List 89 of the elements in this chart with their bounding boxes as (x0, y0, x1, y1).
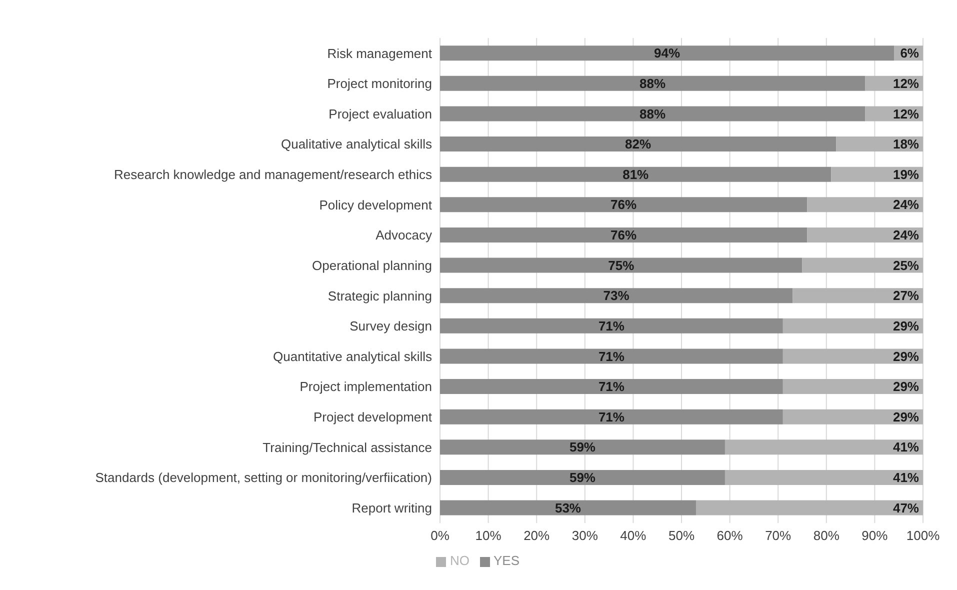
x-tick-label: 40% (620, 528, 647, 544)
y-tick-label: Strategic planning (328, 288, 432, 304)
data-label: 25% (892, 258, 920, 273)
bar (440, 288, 793, 304)
y-tick-label: Project implementation (300, 379, 432, 394)
bar (782, 409, 923, 424)
bar (782, 318, 923, 334)
x-tick-label: 70% (765, 528, 792, 544)
bar (440, 318, 783, 334)
x-tick-label: 60% (716, 528, 744, 544)
x-tick-label: 30% (572, 528, 598, 544)
bar (831, 166, 923, 182)
data-label: 12% (892, 76, 920, 91)
data-label: 71% (598, 318, 625, 334)
y-tick-label: Training/Technical assistance (262, 440, 432, 455)
data-label: 29% (892, 318, 920, 334)
bar (440, 348, 783, 364)
bar (440, 379, 783, 394)
data-label: 71% (598, 409, 625, 424)
data-label: 41% (892, 470, 920, 486)
bar (696, 500, 923, 516)
data-label: 47% (892, 500, 920, 516)
y-tick-label: Operational planning (312, 258, 432, 273)
bar (440, 106, 866, 122)
bar (440, 76, 866, 91)
data-label: 71% (598, 348, 625, 364)
data-label: 12% (892, 106, 920, 122)
y-tick-label: Qualitative analytical skills (280, 136, 432, 152)
data-label: 29% (892, 409, 920, 424)
y-tick-label: Standards (development, setting or monitoring/verfiication) (95, 470, 432, 486)
y-tick-label: Research knowledge and management/research ethics (114, 167, 432, 182)
y-tick-label: Project development (313, 410, 432, 425)
data-label: 41% (892, 440, 920, 455)
y-tick-label: Report writing (352, 500, 432, 516)
bar (440, 197, 808, 212)
data-label: 88% (640, 106, 666, 122)
bar (440, 166, 832, 182)
x-tick-label: 100% (906, 528, 940, 544)
y-tick-label: Project evaluation (328, 106, 432, 122)
data-label: 27% (892, 288, 920, 304)
y-tick-label: Risk management (327, 46, 432, 61)
bar (440, 470, 725, 485)
bar (440, 46, 894, 61)
y-tick-label: Advocacy (376, 228, 432, 243)
y-tick-label: Project monitoring (327, 76, 432, 92)
data-label: 81% (622, 166, 650, 182)
data-label: 76% (610, 228, 637, 243)
x-tick-label: 90% (862, 528, 888, 544)
data-label: 59% (569, 470, 596, 486)
y-tick-label: Quantitative analytical skills (273, 348, 432, 364)
data-label: 76% (610, 197, 637, 212)
x-tick-label: 20% (524, 528, 550, 544)
data-label: 71% (598, 379, 625, 394)
bar (782, 379, 923, 394)
data-label: 18% (892, 136, 920, 152)
data-label: 75% (608, 258, 635, 273)
bar (807, 197, 923, 212)
bar (440, 500, 696, 516)
data-label: 19% (892, 166, 920, 182)
x-tick-label: 80% (813, 528, 840, 544)
legend-label: NO (450, 553, 470, 568)
bar (724, 470, 923, 485)
data-label: 24% (892, 228, 920, 243)
bar (724, 440, 923, 455)
data-label: 6% (900, 46, 920, 61)
data-label: 24% (892, 197, 920, 212)
data-label: 29% (892, 379, 920, 394)
bar (440, 136, 836, 152)
data-label: 88% (640, 76, 666, 91)
x-tick-label: 10% (475, 528, 502, 544)
data-label: 94% (654, 46, 680, 61)
y-tick-label: Policy development (319, 197, 432, 212)
bar (440, 258, 802, 273)
x-tick-label: 50% (668, 528, 695, 544)
bar (802, 258, 923, 273)
data-label: 53% (554, 500, 582, 516)
x-tick-label: 0% (430, 528, 450, 544)
bar (440, 440, 725, 455)
y-tick-label: Survey design (350, 318, 432, 334)
bar (792, 288, 923, 304)
bar (440, 227, 808, 242)
bar (807, 227, 923, 242)
data-label: 59% (569, 440, 596, 455)
legend-label: YES (494, 553, 520, 568)
data-label: 29% (892, 348, 920, 364)
data-label: 73% (603, 288, 630, 304)
bar (440, 409, 783, 424)
data-label: 82% (625, 136, 652, 152)
bar (782, 348, 923, 364)
